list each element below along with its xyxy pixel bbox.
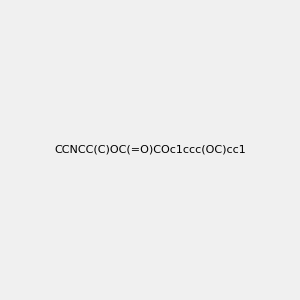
Text: CCNCC(C)OC(=O)COc1ccc(OC)cc1: CCNCC(C)OC(=O)COc1ccc(OC)cc1 <box>54 145 246 155</box>
